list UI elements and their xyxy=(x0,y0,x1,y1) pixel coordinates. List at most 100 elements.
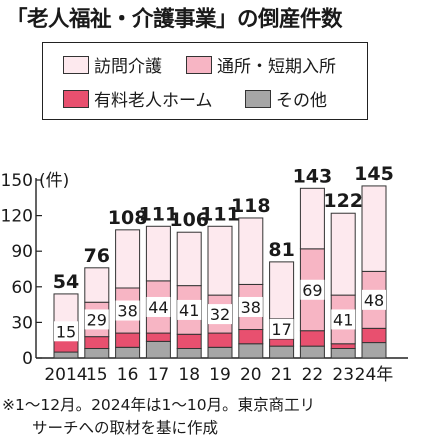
total-label-15: 76 xyxy=(84,245,110,267)
total-label-2014: 54 xyxy=(53,271,79,293)
bar-24年-seg-0 xyxy=(361,342,387,359)
inner-label-bg-22 xyxy=(300,279,325,300)
stacked-bar-chart: 0 30 60 90 120 150 (件) 15 54 2014 29 76 15 38 108 16 44 1… xyxy=(1,163,408,385)
total-label-24年: 145 xyxy=(354,163,394,185)
bar-16-seg-1 xyxy=(115,332,141,348)
inner-label-bg-16 xyxy=(115,300,140,321)
inner-label-24年: 48 xyxy=(364,291,384,310)
inner-label-16: 38 xyxy=(117,302,137,321)
footnote: ※1～12月。2024年は1～10月。東京商工リ サーチへの取材を基に作成 xyxy=(2,394,422,440)
bar-20-seg-1 xyxy=(238,329,264,345)
bar-18-seg-0 xyxy=(176,348,202,359)
inner-label-21: 17 xyxy=(271,320,291,339)
x-tick-label-24年: 24年 xyxy=(355,365,394,385)
legend-swatch-visit-care xyxy=(63,55,89,74)
bar-19-seg-0 xyxy=(207,346,233,359)
total-label-17: 111 xyxy=(139,203,179,225)
chart-title: 「老人福祉・介護事業」の倒産件数 xyxy=(6,7,343,32)
legend-item-other: その他 xyxy=(245,86,327,111)
bar-2014-seg-1 xyxy=(53,339,79,353)
bar-21-seg-3 xyxy=(269,261,295,320)
bar-21-seg-1 xyxy=(269,338,295,347)
legend: 訪問介護 通所・短期入所 有料老人ホーム その他 xyxy=(42,42,368,120)
x-tick-label-17: 17 xyxy=(148,365,170,385)
inner-label-15: 29 xyxy=(87,310,107,329)
bar-19-seg-3 xyxy=(207,225,233,296)
footnote-line-1: ※1～12月。2024年は1～10月。東京商工リ xyxy=(2,396,316,414)
x-tick-label-20: 20 xyxy=(240,365,262,385)
y-tick-label-90: 90 xyxy=(11,242,33,262)
bar-15-seg-3 xyxy=(84,267,110,303)
bar-20-seg-0 xyxy=(238,343,264,359)
inner-label-23: 41 xyxy=(333,310,353,329)
bar-22-seg-1 xyxy=(299,330,325,347)
bar-21-seg-0 xyxy=(269,345,295,359)
x-tick-label-16: 16 xyxy=(117,365,139,385)
inner-label-18: 41 xyxy=(179,301,199,320)
inner-label-bg-21 xyxy=(269,318,294,339)
inner-label-bg-19 xyxy=(208,304,232,325)
bar-15-seg-0 xyxy=(84,348,110,359)
inner-label-17: 44 xyxy=(148,298,168,317)
legend-item-paid-nursing-home: 有料老人ホーム xyxy=(63,86,213,111)
bar-23-seg-3 xyxy=(330,212,356,296)
y-tick-label-150: 150 xyxy=(1,171,33,191)
bar-23-seg-0 xyxy=(330,348,356,359)
bar-2014-seg-0 xyxy=(53,351,79,359)
x-tick-label-15: 15 xyxy=(86,365,108,385)
bar-15-seg-1 xyxy=(84,336,110,350)
bar-2014-seg-3 xyxy=(53,293,79,323)
bar-22-seg-0 xyxy=(299,345,325,359)
legend-label-other: その他 xyxy=(276,91,327,111)
bar-20-seg-3 xyxy=(238,217,264,285)
inner-label-bg-20 xyxy=(238,296,263,317)
legend-label-day-short-stay: 通所・短期入所 xyxy=(217,57,336,77)
bar-22-seg-3 xyxy=(299,187,325,250)
bar-19-seg-1 xyxy=(207,332,233,348)
inner-label-20: 38 xyxy=(241,298,261,317)
total-label-22: 143 xyxy=(293,165,333,187)
inner-label-bg-2014 xyxy=(54,321,78,342)
inner-label-bg-15 xyxy=(84,309,109,330)
total-label-20: 118 xyxy=(231,195,271,217)
total-label-21: 81 xyxy=(268,239,294,261)
legend-item-visit-care: 訪問介護 xyxy=(63,52,162,77)
bar-18-seg-1 xyxy=(176,333,202,350)
legend-item-day-short-stay: 通所・短期入所 xyxy=(186,52,336,77)
x-tick-label-23: 23 xyxy=(332,365,354,385)
inner-label-19: 32 xyxy=(210,305,230,324)
y-tick-label-0: 0 xyxy=(22,349,33,369)
x-tick-label-22: 22 xyxy=(302,365,324,385)
inner-label-2014: 15 xyxy=(56,322,76,341)
bar-17-seg-1 xyxy=(145,332,171,342)
inner-label-22: 69 xyxy=(302,281,322,300)
bar-16-seg-0 xyxy=(115,346,141,359)
total-label-16: 108 xyxy=(108,207,148,229)
bar-17-seg-3 xyxy=(145,225,171,282)
total-label-18: 106 xyxy=(169,209,209,231)
x-tick-label-2014: 2014 xyxy=(44,365,87,385)
legend-label-paid-nursing-home: 有料老人ホーム xyxy=(94,91,213,111)
y-tick-label-120: 120 xyxy=(1,207,33,227)
x-tick-label-18: 18 xyxy=(178,365,200,385)
bar-24年-seg-3 xyxy=(361,185,387,272)
inner-label-bg-18 xyxy=(177,299,202,320)
total-label-23: 122 xyxy=(323,190,363,212)
bar-17-seg-0 xyxy=(145,340,171,359)
x-tick-label-19: 19 xyxy=(209,365,231,385)
y-unit-label: (件) xyxy=(39,171,69,191)
y-tick-label-30: 30 xyxy=(11,313,33,333)
bar-24年-seg-1 xyxy=(361,327,387,344)
inner-label-bg-17 xyxy=(146,296,171,317)
bar-23-seg-1 xyxy=(330,343,356,350)
legend-swatch-day-short-stay xyxy=(186,55,212,74)
x-tick-label-21: 21 xyxy=(271,365,293,385)
inner-label-bg-24年 xyxy=(362,289,386,310)
bar-16-seg-3 xyxy=(115,229,141,289)
footnote-line-2: サーチへの取材を基に作成 xyxy=(32,419,219,437)
legend-swatch-paid-nursing-home xyxy=(63,89,89,108)
bar-18-seg-3 xyxy=(176,231,202,287)
total-label-19: 111 xyxy=(200,203,240,225)
inner-label-bg-23 xyxy=(331,309,356,330)
legend-swatch-other xyxy=(245,89,271,108)
